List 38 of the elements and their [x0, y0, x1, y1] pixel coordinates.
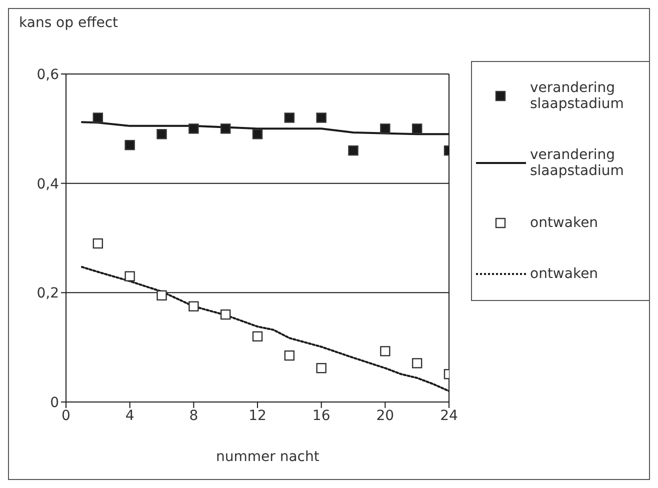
- legend-label: verandering slaapstadium: [530, 80, 625, 112]
- x-tick-label: 12: [248, 408, 266, 424]
- x-tick-label: 20: [376, 408, 394, 424]
- point: [188, 124, 199, 134]
- point: [220, 309, 231, 320]
- point: [412, 124, 422, 134]
- point: [316, 363, 326, 374]
- x-tick-label: 0: [62, 408, 70, 424]
- x-tick-label: 24: [440, 408, 458, 424]
- legend-label: ontwaken: [530, 266, 600, 282]
- point: [124, 140, 135, 150]
- point: [124, 271, 135, 282]
- point: [156, 290, 167, 300]
- y-tick-label: 0,4: [36, 176, 60, 192]
- point: [380, 346, 390, 356]
- point: [380, 124, 390, 134]
- x-tick-label: 4: [125, 408, 134, 424]
- y-tick-label: 0,6: [36, 66, 60, 83]
- point: [92, 238, 104, 249]
- y-tick-label: 0: [50, 394, 59, 411]
- point: [252, 331, 263, 342]
- legend-label: verandering slaapstadium: [530, 147, 625, 180]
- point: [412, 358, 422, 368]
- legend-label: ontwaken: [530, 214, 600, 231]
- x-tick-label: 16: [312, 408, 330, 424]
- point: [348, 145, 358, 156]
- point: [92, 112, 104, 123]
- point: [316, 112, 326, 123]
- point: [284, 350, 295, 361]
- y-tick-label: 0,2: [36, 286, 59, 302]
- point: [252, 129, 263, 140]
- x-axis-title: nummer nacht: [216, 449, 320, 465]
- point: [220, 124, 231, 134]
- x-tick-label: 8: [189, 408, 198, 424]
- point: [156, 129, 167, 140]
- point: [284, 112, 295, 123]
- y-axis-title: kans op effect: [19, 15, 118, 31]
- point: [188, 301, 199, 312]
